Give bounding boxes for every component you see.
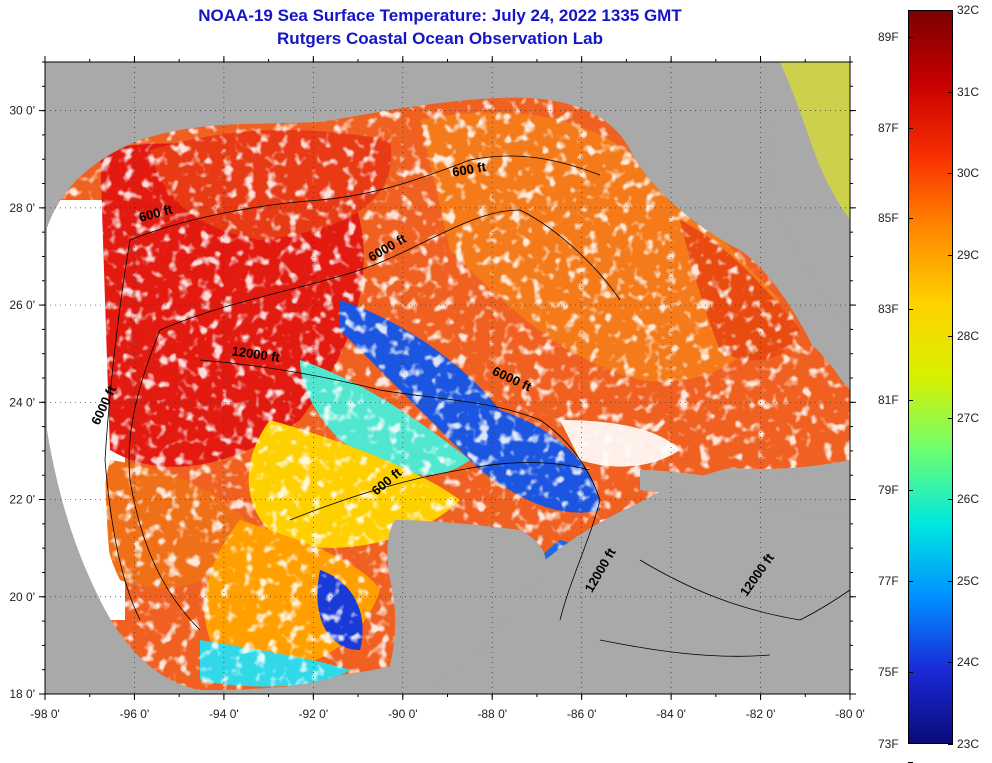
colorbar-tick [948, 744, 953, 745]
colorbar-celsius-label: 28C [957, 329, 980, 344]
colorbar-tick [948, 91, 953, 93]
contour-6000ft [159, 209, 621, 331]
y-axis-label: 30 0' [9, 104, 35, 118]
colorbar-tick [948, 499, 953, 501]
y-axis-label: 26 0' [9, 298, 35, 312]
colorbar-fahrenheit-label: 85F [878, 211, 899, 226]
contour-6000ft-west [128, 329, 201, 631]
colorbar-tick-left [908, 218, 913, 220]
y-axis-label: 18 0' [9, 687, 35, 701]
colorbar-tick [948, 10, 953, 11]
colorbar-tick [948, 662, 953, 664]
contour-600ft-north [129, 155, 601, 241]
graticule [45, 62, 850, 694]
x-axis-label: -80 0' [835, 707, 865, 721]
y-axis-label: 20 0' [9, 590, 35, 604]
colorbar-tick [948, 336, 953, 338]
cloud-cuba-north [560, 420, 680, 467]
contour-label: 12000 ft [231, 343, 282, 365]
x-axis-label: -82 0' [746, 707, 776, 721]
colorbar-tick-left [908, 399, 913, 401]
colorbar-tick-left [908, 671, 913, 673]
colorbar-fahrenheit-label: 79F [878, 483, 899, 498]
x-axis-label: -90 0' [388, 707, 418, 721]
x-axis-label: -88 0' [477, 707, 507, 721]
temperature-colorbar [908, 10, 953, 744]
colorbar-fahrenheit-label: 77F [878, 573, 899, 588]
colorbar-fahrenheit-label: 89F [878, 30, 899, 45]
bathymetry-contours [104, 155, 851, 657]
land-cuba [640, 470, 850, 520]
colorbar-celsius-label: 23C [957, 737, 980, 751]
colorbar-celsius-label: 24C [957, 655, 980, 670]
colorbar-celsius-label: 25C [957, 573, 980, 588]
x-axis-label: -94 0' [209, 707, 239, 721]
colorbar-fahrenheit-label: 83F [878, 302, 899, 317]
colorbar-tick [948, 417, 953, 419]
contour-600ft-west [104, 239, 141, 621]
colorbar-fahrenheit-label: 81F [878, 392, 899, 407]
contour-label: 600 ft [451, 159, 488, 180]
colorbar-tick-left [908, 490, 913, 492]
colorbar-tick [948, 254, 953, 256]
contour-12000ft [199, 359, 541, 421]
y-axis-label: 24 0' [9, 395, 35, 409]
contour-caribbean-b [599, 639, 771, 657]
x-axis-label: -98 0' [30, 707, 60, 721]
colorbar-fahrenheit-label: 87F [878, 120, 899, 135]
land-florida-atlantic [780, 62, 850, 220]
contour-caribbean-12000 [639, 559, 851, 621]
map-title-line1: NOAA-19 Sea Surface Temperature: July 24… [198, 6, 682, 25]
colorbar-celsius-label: 30C [957, 166, 980, 181]
cloud-west-shelf [47, 237, 110, 576]
colorbar-fahrenheit-label: 75F [878, 664, 899, 679]
axis-ticks [39, 56, 856, 700]
y-axis-label: 28 0' [9, 201, 35, 215]
colorbar-tick [948, 580, 953, 582]
x-axis-labels: -98 0' -96 0' -94 0' -92 0' -90 0' -88 0' -86 … [30, 707, 865, 721]
contour-yucatan-600 [289, 462, 591, 521]
colorbar-tick-left [908, 127, 913, 129]
land-yucatan [380, 520, 546, 694]
colorbar-tick-left [908, 309, 913, 311]
colorbar-celsius-label: 27C [957, 410, 980, 425]
colorbar-tick [948, 173, 953, 175]
x-axis-label: -92 0' [299, 707, 329, 721]
colorbar-celsius-label: 31C [957, 84, 980, 99]
colorbar-tick-left [908, 37, 913, 39]
y-axis-labels: 30 0' 28 0' 26 0' 24 0' 22 0' 20 0' 18 0' [9, 104, 35, 701]
map-title-line2: Rutgers Coastal Ocean Observation Lab [277, 29, 603, 48]
colorbar-celsius-label: 32C [957, 3, 980, 17]
colorbar-celsius-label: 29C [957, 247, 980, 262]
colorbar-celsius-label: 26C [957, 492, 980, 507]
x-axis-label: -96 0' [120, 707, 150, 721]
x-axis-label: -86 0' [567, 707, 597, 721]
y-axis-label: 22 0' [9, 493, 35, 507]
contour-yucatan-6000 [539, 419, 601, 621]
x-axis-label: -84 0' [656, 707, 686, 721]
colorbar-fahrenheit-label: 73F [878, 737, 899, 751]
colorbar-tick-left [908, 580, 913, 582]
